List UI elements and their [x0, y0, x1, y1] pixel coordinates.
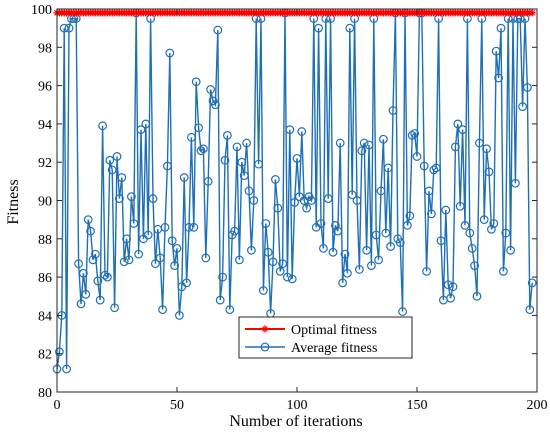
x-tick-label: 200 [527, 398, 548, 413]
y-tick-label: 84 [38, 309, 52, 324]
y-tick-label: 94 [38, 118, 52, 133]
legend-label-optimal-fitness: Optimal fitness [291, 323, 377, 338]
y-axis-label: Fitness [5, 179, 22, 224]
y-tick-label: 100 [31, 3, 52, 18]
y-tick-label: 88 [38, 233, 52, 248]
x-tick-label: 100 [287, 398, 308, 413]
y-tick-label: 80 [38, 386, 52, 401]
y-tick-label: 98 [38, 41, 52, 56]
y-tick-label: 86 [38, 271, 52, 286]
x-tick-label: 50 [170, 398, 184, 413]
y-tick-label: 96 [38, 80, 52, 95]
y-tick-label: 92 [38, 156, 52, 171]
x-tick-label: 150 [407, 398, 428, 413]
legend: Optimal fitness Average fitness [239, 317, 412, 358]
x-tick-label: 0 [54, 398, 61, 413]
y-tick-label: 90 [38, 195, 52, 210]
legend-label-average-fitness: Average fitness [291, 341, 377, 356]
x-axis-label: Number of iterations [229, 413, 362, 430]
y-tick-label: 82 [38, 348, 52, 363]
